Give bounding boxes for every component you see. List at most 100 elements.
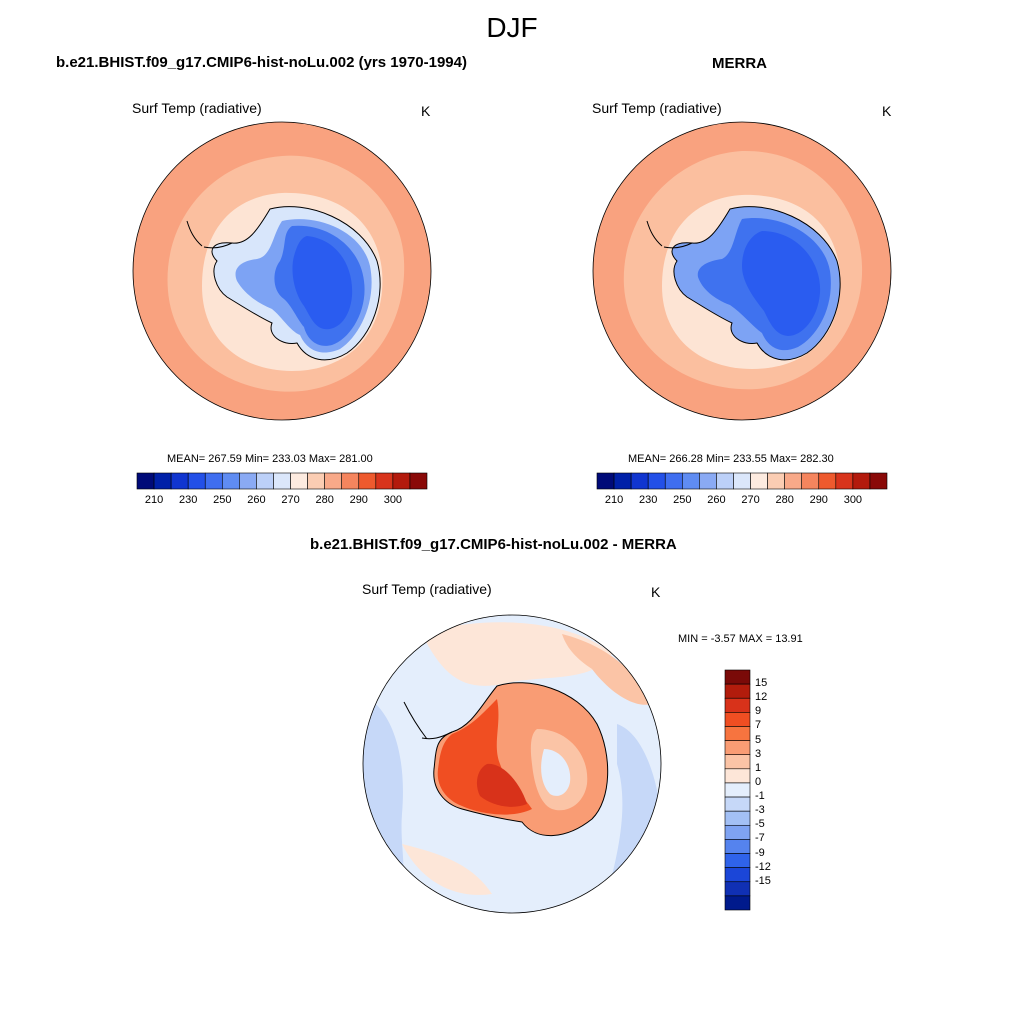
colorbar-diff: [724, 669, 751, 911]
stats-obs: MEAN= 266.28 Min= 233.55 Max= 282.30: [628, 453, 834, 465]
colorbar-tick-label: 250: [213, 494, 232, 506]
polar-map-diff: [362, 614, 662, 914]
colorbar-swatch: [664, 472, 683, 490]
colorbar-tick-label: 270: [741, 494, 760, 506]
colorbar-swatch: [358, 472, 377, 490]
colorbar-tick-label: 290: [809, 494, 828, 506]
map-coastline: [671, 206, 841, 361]
colorbar-swatch: [613, 472, 632, 490]
colorbar-swatch: [724, 853, 751, 868]
map-boundary: [592, 121, 892, 421]
colorbar-swatch: [630, 472, 649, 490]
colorbar-swatch: [273, 472, 291, 490]
colorbar-tick-label: 9: [755, 705, 762, 718]
map-boundary: [132, 121, 432, 421]
colorbar-tick-label: 3: [755, 747, 762, 760]
colorbar-swatch: [724, 754, 751, 770]
map-peninsula-coast: [186, 220, 233, 249]
colorbar-tick-label: -5: [755, 818, 765, 831]
colorbar-swatch: [733, 472, 751, 490]
figure-title: DJF: [486, 12, 538, 43]
map-diff-hotspot-core: [476, 763, 527, 807]
colorbar-ticks-diff: 15 12 9 7 5 3 1 0 -1 -3 -5 -7 -9 -12 -15: [755, 670, 795, 910]
colorbar-tick-label: 270: [281, 494, 300, 506]
variable-label-model: Surf Temp (radiative): [132, 100, 262, 116]
map-coastline: [433, 682, 609, 836]
variable-label-diff: Surf Temp (radiative): [362, 581, 492, 597]
colorbar-swatch: [596, 472, 615, 490]
map-diff-interior-cool: [541, 749, 571, 796]
colorbar-ticks-obs: 210 230 250 260 270 280 290 300: [597, 494, 887, 508]
polar-map-model: [132, 121, 432, 421]
colorbar-swatch: [647, 472, 666, 490]
colorbar-tick-label: 250: [673, 494, 692, 506]
colorbar-swatch: [750, 472, 768, 490]
colorbar-swatch: [187, 472, 206, 490]
colorbar-tick-label: 260: [247, 494, 266, 506]
map-diff-warm-sw: [402, 844, 492, 895]
colorbar-tick-label: 280: [775, 494, 794, 506]
panel-title-diff: b.e21.BHIST.f09_g17.CMIP6-hist-noLu.002 …: [310, 536, 677, 553]
units-label-obs: K: [882, 103, 892, 119]
colorbar-tick-label: -15: [755, 874, 771, 887]
colorbar-swatch: [724, 839, 751, 854]
polar-map-obs: [592, 121, 892, 421]
colorbar-tick-label: 300: [383, 494, 403, 506]
colorbar-tick-label: 0: [755, 775, 762, 788]
variable-label-obs: Surf Temp (radiative): [592, 100, 722, 116]
colorbar-tick-label: 210: [604, 494, 624, 506]
colorbar-swatch: [392, 472, 411, 490]
colorbar-tick-label: -7: [755, 832, 765, 845]
colorbar-swatch: [724, 740, 751, 756]
map-boundary: [362, 614, 662, 914]
map-coastline: [211, 206, 381, 361]
panel-title-obs: MERRA: [712, 55, 767, 72]
colorbar-tick-label: 210: [144, 494, 164, 506]
colorbar-swatch: [724, 683, 751, 699]
colorbar-swatch: [724, 669, 751, 685]
colorbar-swatch: [724, 881, 751, 897]
colorbar-swatch: [409, 472, 428, 490]
colorbar-swatch: [818, 472, 837, 490]
colorbar-swatch: [239, 472, 257, 490]
colorbar-swatch: [341, 472, 360, 490]
colorbar-swatch: [136, 472, 155, 490]
colorbar-swatch: [724, 726, 751, 741]
colorbar-swatch: [724, 867, 751, 883]
map-land-coldest-contour: [742, 231, 821, 336]
map-diff-warm-ne: [562, 634, 652, 705]
colorbar-swatch: [724, 782, 751, 798]
colorbar-swatch: [307, 472, 325, 490]
units-label-model: K: [421, 103, 431, 119]
colorbar-tick-label: 260: [707, 494, 726, 506]
panel-title-model: b.e21.BHIST.f09_g17.CMIP6-hist-noLu.002 …: [56, 54, 467, 71]
colorbar-tick-label: -3: [755, 804, 765, 817]
colorbar-tick-label: -9: [755, 846, 765, 859]
colorbar-swatch: [204, 472, 223, 490]
colorbar-tick-label: 12: [755, 691, 768, 704]
colorbar-tick-label: 280: [315, 494, 334, 506]
colorbar-swatch: [869, 472, 888, 490]
colorbar-swatch: [681, 472, 700, 490]
map-peninsula-coast: [403, 701, 453, 740]
colorbar-tick-label: 230: [178, 494, 198, 506]
colorbar-tick-label: 230: [638, 494, 658, 506]
colorbar-tick-label: -1: [755, 790, 765, 803]
colorbar-swatch: [784, 472, 803, 490]
colorbar-ticks-model: 210 230 250 260 270 280 290 300: [137, 494, 427, 508]
colorbar-swatch: [724, 768, 751, 784]
colorbar-swatch: [324, 472, 343, 490]
stats-diff: MIN = -3.57 MAX = 13.91: [678, 633, 803, 645]
colorbar-swatch: [724, 697, 751, 713]
colorbar-swatch: [724, 895, 751, 911]
colorbar-swatch: [256, 472, 274, 490]
colorbar-swatch: [767, 472, 785, 490]
colorbar-swatch: [724, 712, 751, 727]
colorbar-tick-label: 7: [755, 719, 762, 732]
colorbar-tick-label: 1: [755, 761, 762, 774]
colorbar-swatch: [290, 472, 308, 490]
colorbar-swatch: [716, 472, 734, 490]
colorbar-obs: [596, 472, 888, 490]
colorbar-tick-label: -12: [755, 860, 771, 873]
colorbar-swatch: [801, 472, 820, 490]
